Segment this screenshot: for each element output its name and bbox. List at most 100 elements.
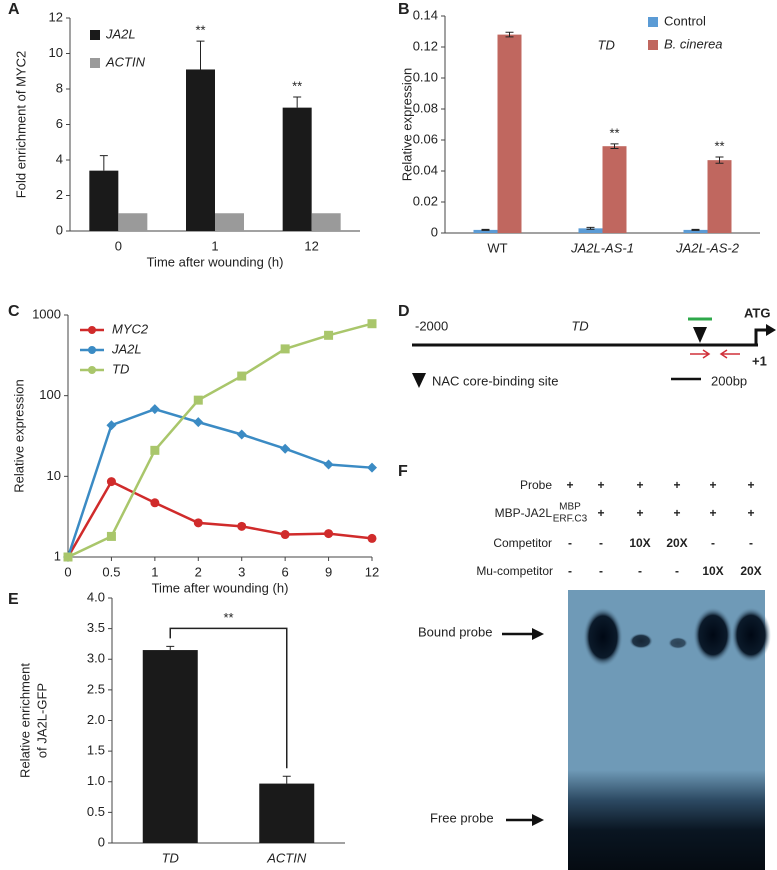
y-tick-label: 0.5 (87, 804, 105, 819)
error-bar (505, 31, 514, 38)
marker (367, 319, 377, 329)
nac-site (693, 327, 707, 343)
x-tick-label: 12 (304, 238, 318, 253)
error-bar (166, 645, 175, 651)
legend-label: JA2L (111, 341, 142, 356)
y-tick-label: 3.5 (87, 620, 105, 635)
row-label: Probe (520, 478, 552, 492)
bound-label: Bound probe (418, 624, 492, 639)
legend-label: JA2L (105, 26, 136, 41)
y-tick-label: 10 (49, 45, 63, 60)
cell: 20X (666, 536, 687, 550)
cell: + (747, 478, 754, 492)
legend-marker (88, 326, 96, 334)
tss-label: +1 (752, 353, 767, 368)
y-tick-label: 1.5 (87, 743, 105, 758)
bar (578, 228, 603, 233)
cell: + (636, 506, 643, 520)
x-tick-label: 2 (195, 564, 202, 579)
marker (106, 531, 116, 541)
bar (186, 69, 215, 231)
row-label: Mu-competitor (476, 564, 553, 578)
bound-arrowhead (532, 628, 544, 640)
primer-forward (690, 349, 711, 359)
y-tick-label: 0.06 (413, 131, 438, 146)
cell: 10X (629, 536, 650, 550)
bar (215, 213, 244, 231)
cell: - (638, 564, 642, 578)
cell: 10X (702, 564, 723, 578)
atg-label: ATG (744, 305, 770, 320)
y-tick-label: 12 (49, 9, 63, 24)
x-tick-label: JA2L-AS-1 (570, 240, 634, 255)
y-tick-label: 1 (54, 548, 61, 563)
y-tick-label: 10 (47, 468, 61, 483)
significance: ** (195, 23, 205, 38)
bar (473, 229, 498, 233)
x-tick-label: 0 (115, 238, 122, 253)
x-tick-label: 0.5 (102, 564, 120, 579)
legend-label: TD (112, 361, 129, 376)
y-tick-label: 8 (56, 80, 63, 95)
cell: + (597, 506, 604, 520)
y-tick-label: 0.08 (413, 100, 438, 115)
line (66, 407, 373, 558)
significance: ** (292, 78, 302, 93)
bar (497, 34, 522, 233)
y-axis-label: Relative expression (11, 379, 26, 492)
error-bar (196, 40, 205, 70)
cell: + (636, 478, 643, 492)
marker (280, 530, 290, 540)
bar (282, 107, 312, 231)
cell: + (673, 506, 680, 520)
x-tick-label: 12 (365, 564, 379, 579)
band (629, 633, 653, 649)
legend-marker (88, 346, 96, 354)
panel-letter: F (398, 463, 408, 480)
y-tick-label: 0 (98, 834, 105, 849)
legend-text: NAC core-binding site (432, 373, 558, 388)
legend-marker (88, 366, 96, 374)
row-label: MBP-JA2L (495, 506, 553, 520)
marker (323, 459, 334, 470)
cell: + (673, 478, 680, 492)
y-tick-label: 0 (56, 222, 63, 237)
cell: + (597, 478, 604, 492)
y-tick-label: 1000 (32, 306, 61, 321)
free-arrowhead (532, 814, 544, 826)
y-tick-label: 100 (39, 387, 61, 402)
marker (106, 420, 117, 431)
x-axis-label: Time after wounding (h) (147, 254, 284, 269)
marker (63, 552, 73, 562)
marker (367, 462, 377, 473)
x-tick-label: 0 (64, 564, 71, 579)
cell: MBP (559, 502, 581, 513)
marker (150, 498, 160, 508)
y-axis-label: Relative expression (399, 68, 414, 181)
y-tick-label: 0.12 (413, 38, 438, 53)
legend-swatch (648, 40, 658, 50)
cell: - (568, 564, 572, 578)
tss-arrowhead (766, 324, 776, 336)
error-bar (586, 226, 595, 230)
y-tick-label: 0.02 (413, 193, 438, 208)
marker (237, 521, 247, 531)
legend-triangle (412, 373, 426, 388)
significance: ** (223, 610, 233, 625)
y-axis-label: of JA2L-GFP (34, 683, 49, 758)
error-bar (282, 775, 291, 784)
error-bar (99, 155, 108, 171)
free-label: Free probe (430, 810, 494, 825)
x-tick-label: 1 (211, 238, 218, 253)
legend-label: Control (664, 13, 706, 28)
y-tick-label: 1.0 (87, 773, 105, 788)
y-tick-label: 0 (431, 224, 438, 239)
legend-label: B. cinerea (664, 36, 723, 51)
primer-reverse (719, 349, 740, 359)
cell: + (709, 506, 716, 520)
panel-letter: B (398, 1, 410, 18)
marker (193, 395, 203, 405)
x-tick-label: 3 (238, 564, 245, 579)
legend-swatch (648, 17, 658, 27)
